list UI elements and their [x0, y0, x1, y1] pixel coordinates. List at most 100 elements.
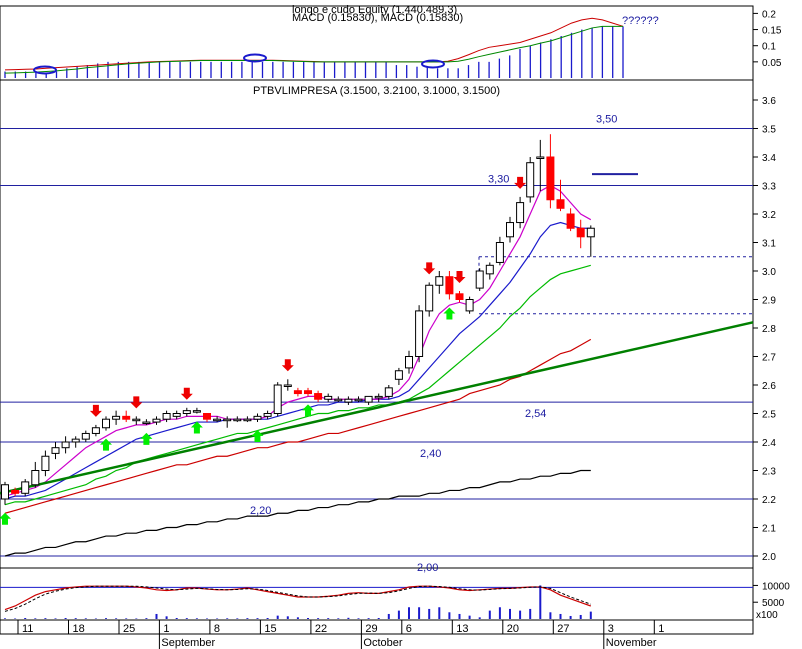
x-tick-label: 29 [365, 623, 377, 635]
price-tick-label: 2.5 [762, 410, 776, 421]
candle-body [91, 427, 100, 434]
month-label: November [606, 637, 657, 649]
ma-long-line [4, 264, 591, 506]
candle-body [546, 156, 555, 201]
candle-body [172, 413, 181, 417]
candle-body [11, 489, 20, 494]
buy-arrow [0, 512, 11, 525]
sell-arrow [453, 270, 466, 283]
price-tick-label: 2.9 [762, 296, 776, 307]
macd-tick-label: 0.2 [762, 9, 776, 20]
macd-tick-label: 0.1 [762, 42, 776, 53]
candle-body [112, 415, 121, 420]
sell-arrow [130, 396, 143, 409]
volume-tick-label: 10000 [762, 581, 790, 592]
price-tick-label: 3.1 [762, 239, 776, 250]
macd-cross-marker [33, 65, 57, 75]
x-tick-label: 1 [658, 623, 664, 635]
candle-body [485, 264, 494, 275]
level-label: 2,00 [417, 562, 438, 574]
x-tick-label: 11 [22, 623, 33, 635]
candle-body [152, 418, 161, 423]
candle-body [586, 227, 595, 238]
candle-body [465, 299, 474, 312]
macd-annotation: ?????? [622, 15, 659, 27]
trendline [0, 321, 754, 495]
x-axis-strip [0, 619, 754, 635]
candle-body [102, 418, 110, 429]
x-tick-label: 1 [163, 623, 169, 635]
level-label: 3,30 [488, 174, 509, 186]
x-tick-label: 22 [315, 623, 327, 635]
candle-body [445, 276, 454, 295]
candle-body [71, 438, 80, 443]
candle-body [415, 310, 424, 357]
candle-body [233, 418, 242, 422]
x-tick-label: 8 [214, 623, 220, 635]
candle-body [253, 415, 262, 420]
price-tick-label: 3.4 [762, 153, 776, 164]
buy-arrow [140, 432, 153, 445]
macd-line [4, 25, 623, 74]
price-tick-label: 3.3 [762, 182, 776, 193]
candle-body [192, 410, 201, 413]
buy-arrow [443, 307, 456, 320]
candle-body [213, 418, 222, 422]
candle-body [566, 213, 575, 229]
price-plot: 3,50 3,30 2,54 2,40 2,20 2,00 2.0 2.1 2.2 2.3 2.4 2… [0, 96, 776, 574]
price-tick-label: 2.1 [762, 524, 776, 535]
month-label: September [161, 637, 215, 649]
candle-body [1, 484, 9, 500]
candle-body [162, 413, 171, 420]
price-tick-label: 2.4 [762, 438, 776, 449]
price-tick-label: 3.6 [762, 96, 776, 107]
candle-body [526, 162, 535, 198]
candle-body [182, 410, 191, 414]
candle-body [425, 284, 434, 312]
level-label: 2,20 [250, 505, 271, 517]
candle-body [516, 202, 525, 224]
candle-body [334, 398, 343, 402]
level-label: 2,40 [420, 448, 441, 460]
candle-body [384, 387, 393, 397]
candle-body [293, 390, 302, 395]
candle-body [506, 222, 514, 238]
oscillator-signal-line [4, 585, 591, 612]
x-tick-label: 3 [608, 623, 614, 635]
candle-body [283, 384, 292, 387]
volume-plot: 5000 10000 x100 [0, 581, 790, 621]
candle-body [243, 418, 252, 422]
x-tick-label: 20 [507, 623, 519, 635]
candle-body [31, 470, 40, 486]
macd-subtitle: MACD (0.15830), MACD (0.15830) [292, 12, 463, 24]
candle-body [51, 447, 60, 454]
sell-arrow [180, 387, 193, 400]
x-tick-label: 18 [73, 623, 85, 635]
macd-cross-marker [243, 53, 267, 63]
candle-body [132, 418, 141, 422]
ma-short-line [4, 184, 592, 497]
price-tick-label: 2.3 [762, 467, 776, 478]
macd-tick-label: 0.15 [762, 26, 782, 37]
sell-arrow [514, 176, 527, 189]
price-tick-label: 2.8 [762, 324, 776, 335]
candle-body [142, 421, 151, 425]
buy-arrow [190, 421, 203, 434]
macd-title: lonqo e cudo Equity (1.440.489,3) [292, 4, 457, 16]
x-tick-label: 13 [456, 623, 468, 635]
price-title: PTBVLIMPRESA (3.1500, 3.2100, 3.1000, 3.… [253, 85, 500, 97]
candle-body [314, 393, 323, 400]
ma-100-line [4, 338, 592, 514]
ma-mid-line [4, 221, 591, 500]
price-tick-label: 3.5 [762, 125, 776, 136]
candle-body [203, 413, 211, 420]
sell-arrow [281, 359, 294, 372]
price-tick-label: 2.0 [762, 552, 776, 563]
candle-body [61, 441, 70, 449]
macd-tick-label: 0.05 [762, 58, 782, 69]
candle-body [21, 481, 30, 494]
sell-arrow [423, 262, 436, 275]
buy-arrow [302, 404, 314, 417]
